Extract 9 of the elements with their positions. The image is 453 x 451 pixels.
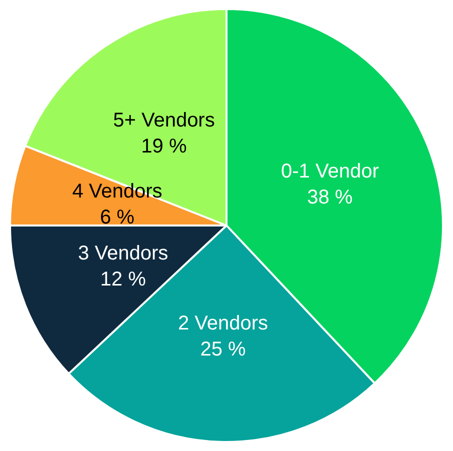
data-label: 6 % <box>100 206 135 229</box>
data-label: 12 % <box>100 268 146 290</box>
slice-label: 0-1 Vendor <box>281 160 380 183</box>
data-label: 25 % <box>200 338 246 361</box>
slice-label: 5+ Vendors <box>113 109 215 132</box>
data-label: 38 % <box>307 186 353 209</box>
slice-label: 3 Vendors <box>78 242 168 264</box>
slice-label: 2 Vendors <box>178 312 268 335</box>
data-label: 19 % <box>141 135 187 158</box>
